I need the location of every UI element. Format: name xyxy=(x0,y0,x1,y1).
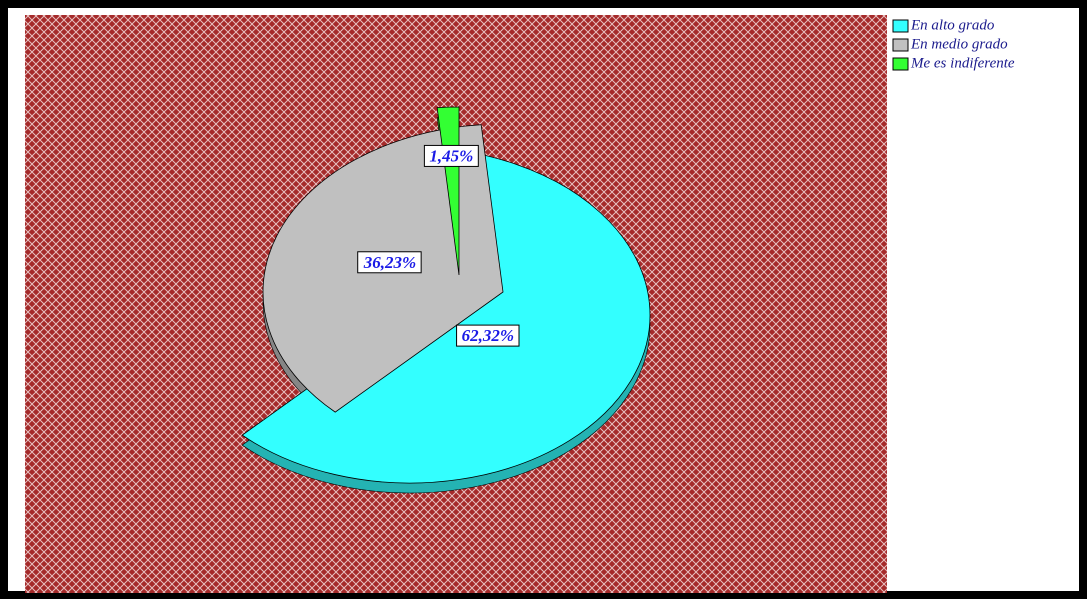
legend: En alto grado En medio grado Me es indifer… xyxy=(892,17,1015,71)
label-box xyxy=(456,324,520,347)
legend-swatch xyxy=(892,38,909,52)
legend-label: En alto grado xyxy=(910,17,995,33)
data-label: 62,32% xyxy=(462,326,514,345)
legend-label: En medio grado xyxy=(910,36,1008,52)
label-box xyxy=(423,144,479,167)
data-label: 1,45% xyxy=(429,146,473,165)
data-label: 36,23% xyxy=(363,253,416,272)
legend-swatch xyxy=(892,19,909,33)
label-box xyxy=(357,251,422,274)
legend-swatch xyxy=(892,57,909,71)
legend-label: Me es indiferente xyxy=(910,55,1015,71)
pie: 62,32% 36,23% 1,45% xyxy=(241,106,651,494)
